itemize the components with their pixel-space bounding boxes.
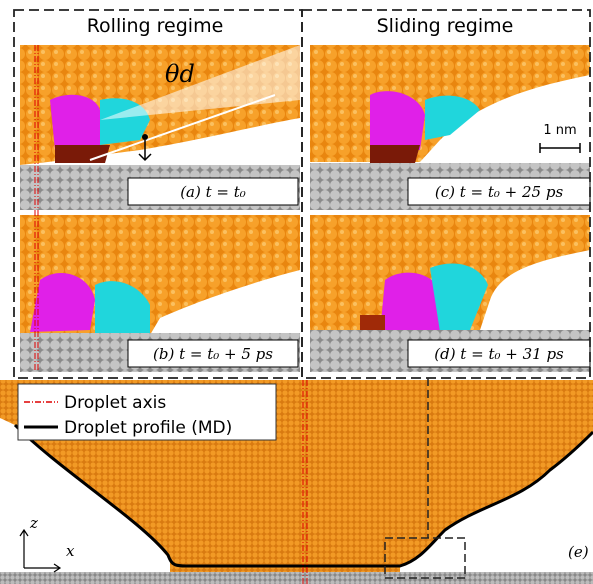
panel-label: (d) t = t₀ + 31 ps xyxy=(434,345,564,363)
legend-entry: Droplet profile (MD) xyxy=(64,418,232,438)
panel-label: (c) t = t₀ + 25 ps xyxy=(435,183,564,201)
panel-e-label: (e) xyxy=(568,543,589,561)
figure: Rolling regime Sliding regime θd (a) t =… xyxy=(0,0,593,584)
header-right: Sliding regime xyxy=(377,15,514,37)
panel-label: (a) t = t₀ xyxy=(180,183,246,201)
scale-bar xyxy=(540,143,580,153)
axis-z: z xyxy=(29,514,38,532)
scale-label: 1 nm xyxy=(543,123,576,138)
panel-label: (b) t = t₀ + 5 ps xyxy=(153,345,273,363)
legend-entry: Droplet axis xyxy=(64,393,166,413)
axis-x: x xyxy=(66,542,75,560)
header-left: Rolling regime xyxy=(87,15,224,37)
angle-label: θd xyxy=(165,60,195,88)
